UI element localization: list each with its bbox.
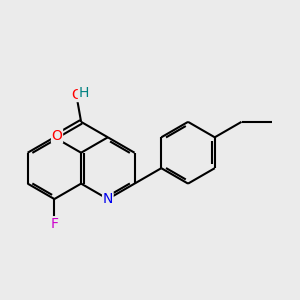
Text: H: H <box>79 86 89 100</box>
Text: O: O <box>71 88 82 101</box>
Text: F: F <box>50 217 59 231</box>
Text: N: N <box>103 192 113 206</box>
Text: O: O <box>52 129 62 143</box>
